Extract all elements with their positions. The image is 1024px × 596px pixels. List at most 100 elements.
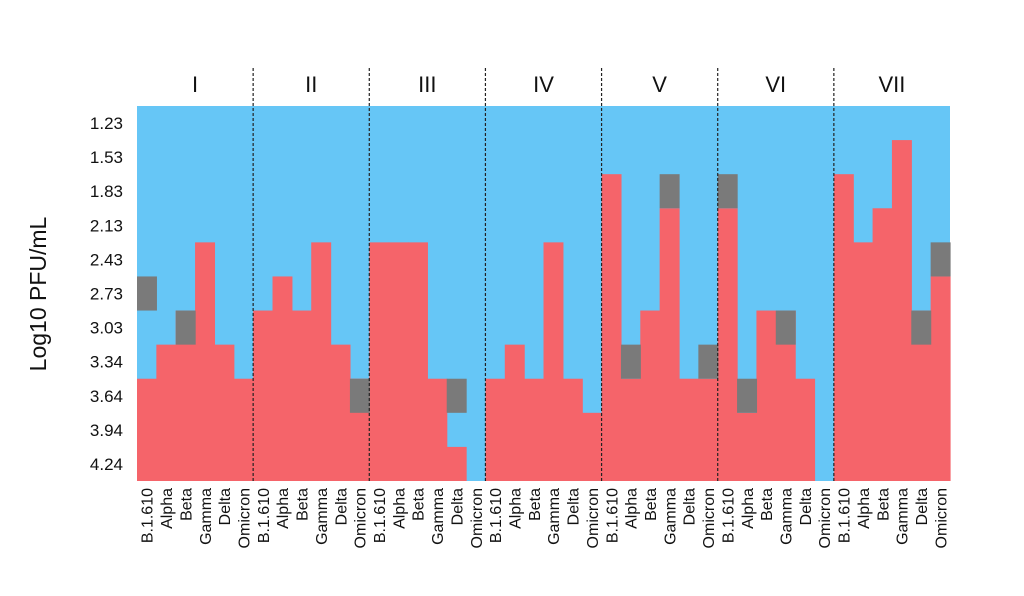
x-tick-label: Alpha [391,488,408,529]
heatmap-bar-II-Gamma [311,242,332,481]
heatmap-gray-cell-V-Gamma [659,174,680,209]
y-tick-label: 3.03 [90,319,123,338]
heatmap-bar-IV-Beta [524,378,545,481]
x-tick-label: Omicron [236,488,253,548]
group-label-IV: IV [533,72,554,97]
x-tick-label: Beta [178,488,195,521]
heatmap-bar-III-Beta [408,242,428,481]
heatmap-bar-IV-Alpha [504,344,525,481]
y-tick-label: 2.73 [90,285,123,304]
y-tick-label: 4.24 [90,455,123,474]
heatmap-gray-cell-II-Omicron [349,378,370,413]
heatmap-bar-VI-Gamma [775,310,796,481]
x-tick-label: Gamma [546,488,563,545]
heatmap-bar-IV-B.1.610 [485,378,506,481]
heatmap-bar-IV-Delta [562,378,583,481]
group-label-VI: VI [765,72,786,97]
heatmap-gray-cell-VII-Delta [911,310,932,345]
x-tick-label: B.1.610 [140,488,157,543]
x-tick-label: B.1.610 [720,488,737,543]
heatmap-gray-cell-VI-B.1.610 [717,174,738,209]
heatmap-bar-III-B.1.610 [369,242,390,481]
heatmap-bar-VI-Alpha [737,412,758,481]
heatmap-bar-I-B.1.610 [137,378,157,481]
x-tick-label: Gamma [895,488,912,545]
x-tick-label: Beta [759,488,776,521]
y-tick-label: 2.43 [90,250,123,269]
heatmap-bar-II-Delta [330,344,351,481]
heatmap-gray-cell-I-B.1.610 [137,276,157,311]
heatmap-gray-cell-I-Beta [175,310,196,345]
x-tick-label: Alpha [275,488,292,529]
x-tick-label: Omicron [353,488,370,548]
heatmap-bar-VI-Beta [756,310,777,481]
group-label-VII: VII [878,72,905,97]
x-tick-label: Delta [914,488,931,525]
group-label-V: V [652,72,667,97]
heatmap-bar-VII-Delta [911,310,932,481]
heatmap-bar-III-Delta [446,446,467,481]
heatmap-bar-II-Alpha [272,276,293,481]
heatmap-gray-cell-VI-Gamma [775,310,796,345]
group-label-III: III [418,72,436,97]
heatmap-bar-VII-Alpha [853,242,874,481]
heatmap-bar-V-Beta [640,310,661,481]
x-tick-label: Alpha [740,488,757,529]
heatmap-bar-V-Delta [679,378,699,481]
y-axis-label: Log10 PFU/mL [25,216,51,371]
heatmap-bar-VII-Gamma [891,140,912,481]
x-tick-label: Omicron [701,488,718,548]
heatmap-bar-VII-Beta [872,208,893,482]
x-tick-label: Alpha [159,488,176,529]
x-tick-label: Gamma [430,488,447,545]
x-tick-label: B.1.610 [256,488,273,543]
y-tick-label: 1.23 [90,114,123,133]
heatmap-bar-V-Omicron [698,378,719,481]
heatmap-bar-VI-Delta [795,378,816,481]
x-tick-label: Alpha [507,488,524,529]
x-tick-label: B.1.610 [372,488,389,543]
heatmap-bar-I-Beta [175,310,196,481]
x-tick-label: B.1.610 [604,488,621,543]
y-tick-label: 3.34 [90,353,123,372]
heatmap-gray-cell-III-Delta [446,378,467,413]
x-tick-label: Gamma [662,488,679,545]
x-tick-label: Alpha [856,488,873,529]
y-tick-label: 1.83 [90,182,123,201]
heatmap-bar-V-B.1.610 [601,174,622,481]
group-label-I: I [192,72,198,97]
heatmap-bar-II-B.1.610 [253,310,274,481]
x-tick-label: Gamma [314,488,331,545]
heatmap-gray-cell-VI-Alpha [737,378,758,413]
x-tick-label: Delta [682,488,699,525]
x-tick-label: Gamma [778,488,795,545]
y-tick-label: 2.13 [90,216,123,235]
x-tick-label: Delta [333,488,350,525]
x-tick-label: Delta [798,488,815,525]
heatmap-bar-I-Delta [214,344,235,481]
heatmap-bar-VII-Omicron [930,276,951,481]
x-tick-label: Gamma [198,488,215,545]
x-tick-label: Omicron [585,488,602,548]
heatmap-bar-III-Gamma [427,378,448,481]
x-tick-label: Omicron [469,488,486,548]
x-tick-label: Beta [527,488,544,521]
heatmap-bar-IV-Gamma [543,242,564,481]
x-tick-label: Delta [449,488,466,525]
x-tick-label: Alpha [624,488,641,529]
x-tick-label: B.1.610 [488,488,505,543]
heatmap-bar-VI-B.1.610 [717,208,738,482]
heatmap-bar-V-Alpha [620,378,641,481]
y-tick-label: 1.53 [90,148,123,167]
x-tick-label: B.1.610 [837,488,854,543]
heatmap-bar-V-Gamma [659,208,680,482]
heatmap-bar-IV-Omicron [582,412,603,481]
heatmap-bar-III-Alpha [388,242,409,481]
group-label-II: II [305,72,317,97]
heatmap-gray-cell-V-Omicron [698,344,719,379]
x-tick-label: Beta [411,488,428,521]
x-tick-label: Delta [217,488,234,525]
x-tick-label: Delta [566,488,583,525]
